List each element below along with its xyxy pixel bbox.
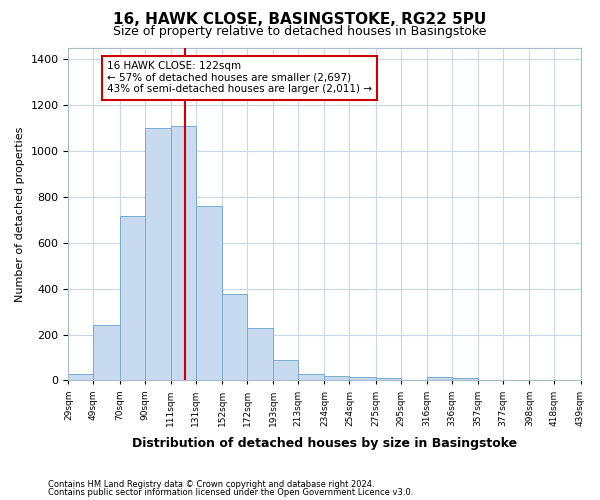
Text: 16, HAWK CLOSE, BASINGSTOKE, RG22 5PU: 16, HAWK CLOSE, BASINGSTOKE, RG22 5PU: [113, 12, 487, 26]
Bar: [273, 360, 298, 380]
Bar: [376, 378, 401, 380]
Bar: [68, 374, 94, 380]
Bar: [145, 128, 171, 380]
Bar: [452, 378, 478, 380]
Text: Size of property relative to detached houses in Basingstoke: Size of property relative to detached ho…: [113, 25, 487, 38]
Bar: [298, 374, 325, 380]
Text: Contains public sector information licensed under the Open Government Licence v3: Contains public sector information licen…: [48, 488, 413, 497]
Bar: [427, 377, 452, 380]
Bar: [119, 216, 145, 380]
Bar: [349, 377, 376, 380]
Text: 16 HAWK CLOSE: 122sqm
← 57% of detached houses are smaller (2,697)
43% of semi-d: 16 HAWK CLOSE: 122sqm ← 57% of detached …: [107, 62, 372, 94]
Bar: [222, 294, 247, 380]
Bar: [247, 328, 273, 380]
Bar: [325, 376, 349, 380]
Bar: [171, 126, 196, 380]
Bar: [94, 326, 119, 380]
X-axis label: Distribution of detached houses by size in Basingstoke: Distribution of detached houses by size …: [132, 437, 517, 450]
Text: Contains HM Land Registry data © Crown copyright and database right 2024.: Contains HM Land Registry data © Crown c…: [48, 480, 374, 489]
Y-axis label: Number of detached properties: Number of detached properties: [15, 126, 25, 302]
Bar: [196, 206, 222, 380]
